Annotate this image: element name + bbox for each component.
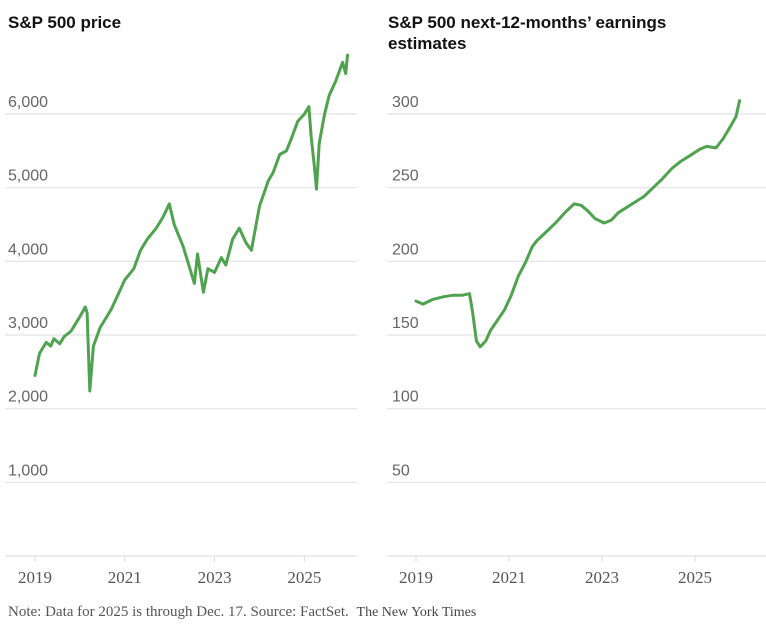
left-y-tick-label: 2,000 <box>8 389 48 406</box>
right-x-tick-label: 2019 <box>399 568 433 587</box>
right-y-tick-label: 200 <box>392 241 419 258</box>
left-x-tick-label: 2023 <box>198 568 232 587</box>
footer: Note: Data for 2025 is through Dec. 17. … <box>8 604 476 621</box>
left-x-tick-label: 2021 <box>108 568 142 587</box>
footer-note: Note: Data for 2025 is through Dec. 17. … <box>8 604 349 620</box>
left-y-tick-label: 3,000 <box>8 315 48 332</box>
left-y-tick-label: 4,000 <box>8 241 48 258</box>
left-chart-title: S&P 500 price <box>8 13 122 32</box>
right-x-tick-label: 2023 <box>585 568 619 587</box>
right-y-tick-label: 300 <box>392 94 419 111</box>
left-y-tick-label: 6,000 <box>8 94 48 111</box>
right-y-tick-label: 250 <box>392 168 419 185</box>
right-x-tick-label: 2025 <box>678 568 712 587</box>
left-y-tick-label: 1,000 <box>8 462 48 479</box>
right-chart-title: S&P 500 next-12-months’ earnings estimat… <box>388 13 667 53</box>
left-x-tick-label: 2025 <box>287 568 321 587</box>
footer-brand: The New York Times <box>356 605 477 620</box>
right-y-tick-label: 100 <box>392 389 419 406</box>
right-y-tick-label: 50 <box>392 462 410 479</box>
left-x-tick-label: 2019 <box>18 568 52 587</box>
right-y-tick-label: 150 <box>392 315 419 332</box>
right-series-line <box>414 99 742 349</box>
left-series-line <box>33 53 349 393</box>
left-y-tick-label: 5,000 <box>8 168 48 185</box>
right-x-tick-label: 2021 <box>492 568 526 587</box>
